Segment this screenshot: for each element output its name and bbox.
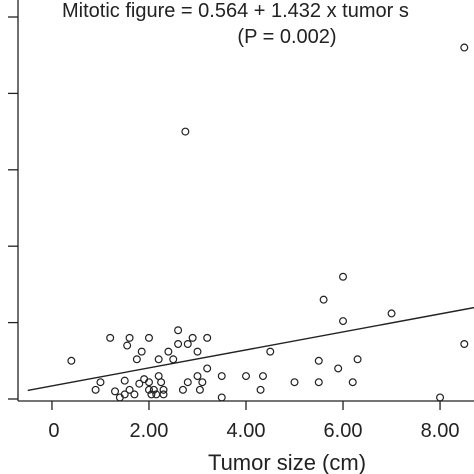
data-point [188, 333, 197, 342]
data-point [159, 385, 168, 394]
data-point [319, 295, 328, 304]
data-point [314, 356, 323, 365]
data-point [174, 339, 183, 348]
data-point [387, 309, 396, 318]
x-tick-label: 8.00 [421, 420, 460, 442]
data-point [144, 333, 153, 342]
data-point [183, 378, 192, 387]
data-point [460, 339, 469, 348]
data-point [348, 378, 357, 387]
data-point [436, 393, 445, 402]
axes [17, 0, 474, 402]
data-point [135, 379, 144, 388]
data-point [339, 272, 348, 281]
data-point [120, 390, 129, 399]
data-point [147, 390, 156, 399]
data-point [132, 355, 141, 364]
data-point [290, 378, 299, 387]
data-point [178, 385, 187, 394]
data-point [266, 347, 275, 356]
data-point [159, 390, 168, 399]
data-point [174, 326, 183, 335]
data-point [67, 356, 76, 365]
data-point [144, 385, 153, 394]
data-point [164, 347, 173, 356]
data-point [193, 372, 202, 381]
data-point [314, 378, 323, 387]
data-point [149, 385, 158, 394]
x-tick-label: 6.00 [324, 420, 363, 442]
data-point [353, 355, 362, 364]
x-tick-label: 0 [48, 420, 59, 442]
data-point [169, 355, 178, 364]
data-point [154, 355, 163, 364]
regression-line-group [27, 306, 474, 392]
data-point [111, 387, 120, 396]
data-point [193, 347, 202, 356]
data-point [339, 317, 348, 326]
data-point [203, 333, 212, 342]
ticks: 2.00 4.00 6.00 8.00 0 [8, 16, 460, 442]
x-tick-label: 4.00 [227, 420, 266, 442]
data-point [91, 385, 100, 394]
data-point [137, 347, 146, 356]
chart-title: Mitotic figure = 0.564 + 1.432 x tumor s [62, 0, 409, 22]
data-point [183, 339, 192, 348]
data-point [144, 378, 153, 387]
data-point [157, 378, 166, 387]
data-point [125, 333, 134, 342]
x-tick-label: 2.00 [130, 420, 169, 442]
regression-line [27, 306, 474, 392]
chart-subtitle: (P = 0.002) [237, 26, 336, 48]
data-points [67, 43, 469, 402]
data-point [217, 393, 226, 402]
data-point [181, 127, 190, 136]
x-axis-label: Tumor size (cm) [208, 450, 366, 474]
data-point [125, 385, 134, 394]
data-point [195, 385, 204, 394]
data-point [198, 378, 207, 387]
data-point [217, 372, 226, 381]
data-point [258, 372, 267, 381]
data-point [96, 378, 105, 387]
data-point [120, 376, 129, 385]
data-point [130, 390, 139, 399]
data-point [123, 341, 132, 350]
data-point [256, 385, 265, 394]
data-point [106, 333, 115, 342]
data-point [242, 372, 251, 381]
data-point [334, 364, 343, 373]
data-point [203, 364, 212, 373]
data-point [460, 43, 469, 52]
